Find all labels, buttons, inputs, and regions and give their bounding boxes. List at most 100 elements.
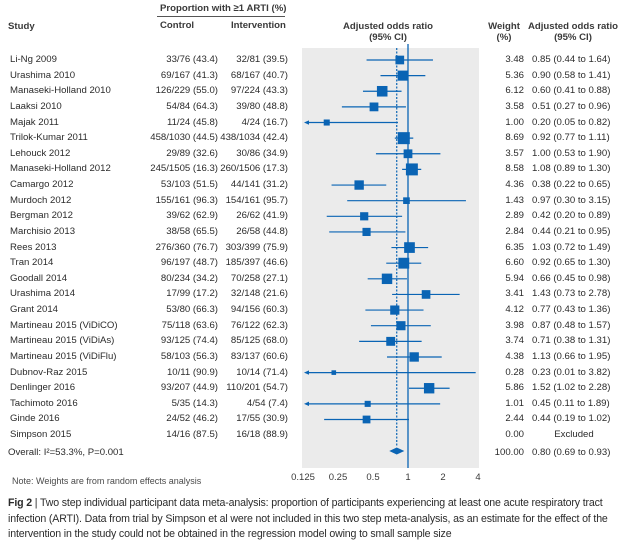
study-name: Rees 2013 [10,241,57,253]
weight-value: 2.89 [505,210,524,222]
study-name: Martineau 2015 (ViDiCO) [10,319,118,331]
intervention-value: 68/167 (40.7) [230,69,288,81]
intervention-value: 94/156 (60.3) [230,304,288,316]
x-tick-label: 1 [405,472,410,483]
study-name: Martineau 2015 (ViDiAs) [10,335,115,347]
weight-value: 4.38 [505,350,524,362]
overall-diamond [389,447,405,455]
or-text-value: 1.43 (0.73 to 2.78) [532,288,611,300]
study-name: Laaksi 2010 [10,100,62,112]
weight-value: 1.00 [505,116,524,128]
control-value: 53/103 (51.5) [160,179,218,191]
ci-arrow-left [304,120,309,125]
point-estimate-marker [364,400,371,407]
intervention-value: 10/14 (71.4) [236,366,288,378]
weight-value: 4.36 [505,179,524,191]
point-estimate-marker [323,119,330,126]
weight-value: 0.00 [505,429,524,441]
weight-value: 3.41 [505,288,524,300]
intervention-value: 4/54 (7.4) [246,397,288,409]
intervention-value: 4/24 (16.7) [241,116,288,128]
control-value: 14/16 (87.5) [166,429,218,441]
point-estimate-marker [376,85,388,97]
weight-value: 3.48 [505,54,524,65]
control-value: 126/229 (55.0) [155,85,218,97]
study-name: Li-Ng 2009 [10,54,57,65]
weight-value: 3.98 [505,319,524,331]
overall-or-text: 0.80 (0.69 to 0.93) [532,447,611,458]
control-value: 96/197 (48.7) [160,257,218,269]
study-name: Martineau 2015 (ViDiFlu) [10,350,117,362]
point-estimate-marker [362,415,371,424]
intervention-value: 17/55 (30.9) [236,413,288,425]
point-estimate-marker [403,149,413,159]
control-value: 75/118 (63.6) [161,319,218,331]
control-value: 458/1030 (44.5) [150,132,218,144]
or-text-value: 0.60 (0.41 to 0.88) [532,85,611,97]
x-tick-label: 0.25 [329,472,348,483]
point-estimate-marker [398,257,410,269]
point-estimate-marker [362,227,371,237]
intervention-value: 30/86 (34.9) [236,147,288,159]
point-estimate-marker [404,242,415,253]
control-value: 53/80 (66.3) [166,304,218,316]
intervention-value: 85/125 (68.0) [230,335,288,347]
ci-arrow-left [304,401,309,407]
intervention-value: 185/397 (46.6) [225,257,288,269]
control-value: 93/207 (44.9) [160,382,218,394]
study-name: Camargo 2012 [10,179,74,191]
point-estimate-marker [397,132,410,145]
or-text-value: 0.90 (0.58 to 1.41) [532,69,611,81]
header-or-text: Adjusted odds ratio (95% CI) [524,21,622,43]
or-text-value: 1.13 (0.66 to 1.95) [532,350,611,362]
or-text-value: 0.38 (0.22 to 0.65) [532,179,611,191]
weight-value: 8.69 [505,132,524,144]
control-value: 155/161 (96.3) [155,194,218,206]
or-text-value: Excluded [554,429,594,441]
control-value: 33/76 (43.4) [166,54,218,65]
intervention-value: 44/141 (31.2) [230,179,288,191]
intervention-value: 110/201 (54.7) [226,382,288,394]
point-estimate-marker [369,102,379,112]
header-divider [157,16,285,17]
header-intervention: Intervention [231,20,286,31]
control-value: 38/58 (65.5) [166,225,218,237]
control-value: 10/11 (90.9) [166,366,218,378]
point-estimate-marker [354,180,364,190]
control-value: 93/125 (74.4) [160,335,218,347]
point-estimate-marker [390,305,400,315]
weight-value: 5.86 [505,382,524,394]
x-tick-label: 0.125 [291,472,315,483]
or-text-value: 1.00 (0.53 to 1.90) [532,147,611,159]
or-text-value: 0.44 (0.21 to 0.95) [532,225,611,237]
header-study: Study [8,21,35,32]
study-name: Manaseki-Holland 2010 [10,85,111,97]
weight-value: 4.12 [505,304,524,316]
control-value: 17/99 (17.2) [166,288,218,300]
control-value: 80/234 (34.2) [160,272,218,284]
or-text-value: 0.23 (0.01 to 3.82) [532,366,611,378]
caption-text: Two step individual participant data met… [8,497,608,540]
intervention-value: 32/148 (21.6) [230,288,288,300]
control-value: 58/103 (56.3) [160,350,218,362]
control-value: 29/89 (32.6) [166,147,218,159]
ci-arrow-left [304,370,309,375]
or-text-value: 0.45 (0.11 to 1.89) [532,397,610,409]
point-estimate-marker [405,163,418,176]
or-text-value: 0.44 (0.19 to 1.02) [532,413,611,425]
point-estimate-marker [395,55,405,65]
study-name: Marchisio 2013 [10,225,76,237]
control-value: 276/360 (76.7) [155,241,218,253]
weight-value: 1.43 [505,194,524,206]
x-tick-label: 4 [475,472,480,483]
point-estimate-marker [360,212,369,221]
point-estimate-marker [421,290,431,299]
or-text-value: 0.66 (0.45 to 0.98) [532,272,611,284]
point-estimate-marker [423,383,435,394]
header-or-plot-line1: Adjusted odds ratio [342,21,434,32]
intervention-value: 154/161 (95.7) [225,194,288,206]
weight-value: 3.57 [505,147,524,159]
control-value: 54/84 (64.3) [166,100,218,112]
or-text-value: 0.92 (0.65 to 1.30) [532,257,611,269]
header-weight: Weight (%) [484,21,524,43]
